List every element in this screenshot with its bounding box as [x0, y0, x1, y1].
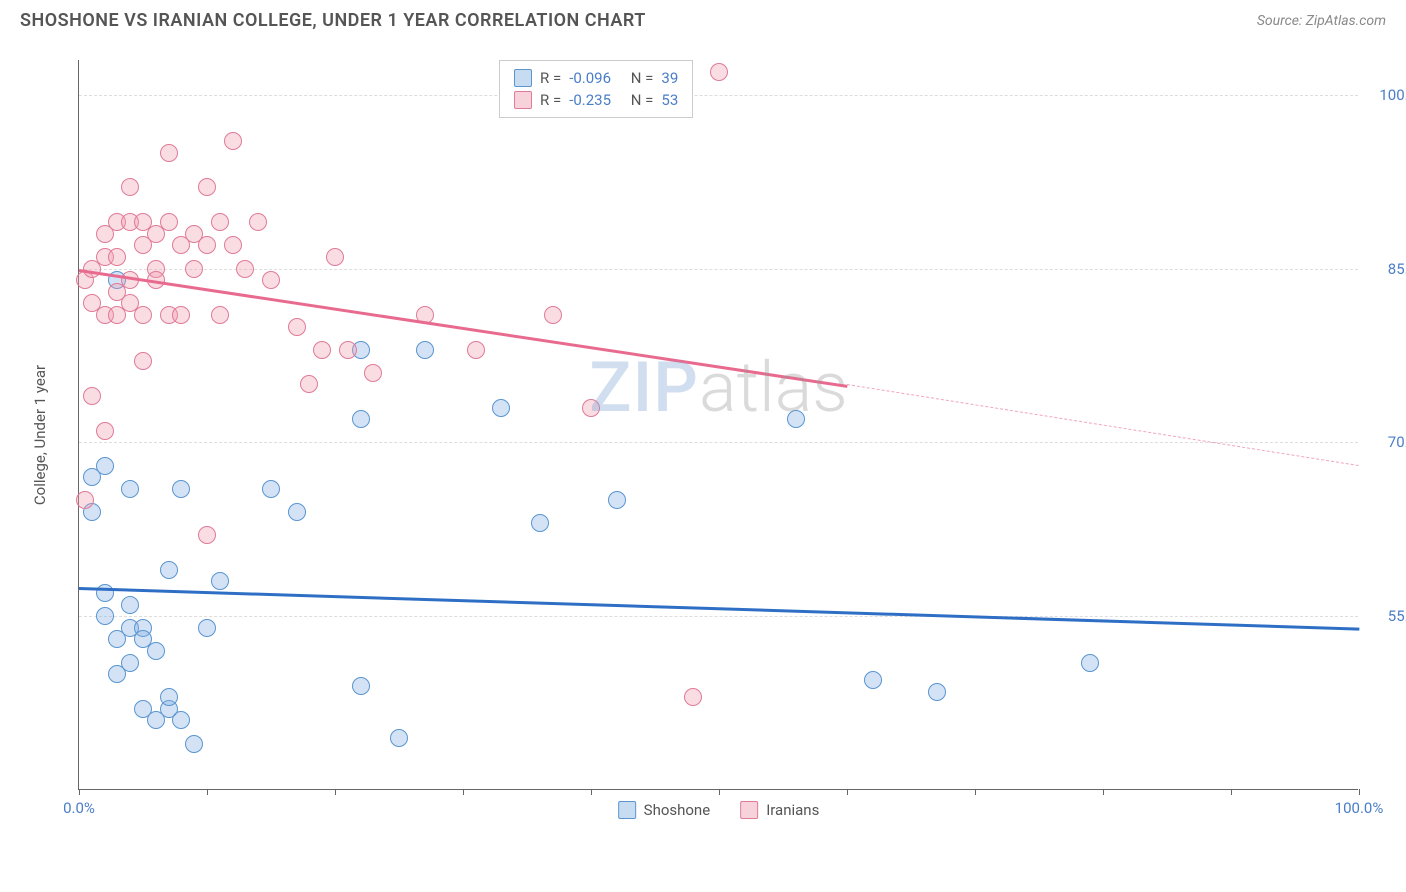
data-point-blue [416, 341, 434, 359]
data-point-pink [300, 375, 318, 393]
x-tick [207, 789, 208, 795]
gridline [79, 442, 1358, 443]
data-point-blue [1081, 654, 1099, 672]
data-point-pink [76, 491, 94, 509]
data-point-pink [185, 260, 203, 278]
data-point-pink [160, 213, 178, 231]
swatch-blue-icon [514, 69, 532, 87]
data-point-pink [211, 306, 229, 324]
y-tick-label: 70.0% [1368, 433, 1406, 451]
data-point-blue [288, 503, 306, 521]
x-tick [975, 789, 976, 795]
legend-row-iranians: R = -0.235 N = 53 [514, 89, 678, 111]
data-point-pink [108, 248, 126, 266]
source-attribution: Source: ZipAtlas.com [1257, 13, 1386, 29]
data-point-blue [96, 607, 114, 625]
data-point-pink [467, 341, 485, 359]
data-point-blue [160, 561, 178, 579]
data-point-pink [96, 422, 114, 440]
data-point-blue [352, 677, 370, 695]
data-point-pink [544, 306, 562, 324]
data-point-pink [134, 352, 152, 370]
data-point-blue [787, 410, 805, 428]
data-point-blue [262, 480, 280, 498]
data-point-pink [211, 213, 229, 231]
data-point-pink [684, 688, 702, 706]
data-point-pink [710, 63, 728, 81]
data-point-blue [121, 596, 139, 614]
data-point-pink [198, 178, 216, 196]
x-tick [79, 789, 80, 795]
data-point-blue [211, 572, 229, 590]
data-point-pink [339, 341, 357, 359]
x-tick [591, 789, 592, 795]
data-point-blue [531, 514, 549, 532]
data-point-pink [313, 341, 331, 359]
data-point-pink [262, 271, 280, 289]
swatch-blue-icon [618, 801, 636, 819]
data-point-blue [147, 642, 165, 660]
chart-header: SHOSHONE VS IRANIAN COLLEGE, UNDER 1 YEA… [0, 0, 1406, 39]
data-point-pink [582, 399, 600, 417]
data-point-blue [160, 688, 178, 706]
data-point-pink [198, 236, 216, 254]
data-point-pink [83, 387, 101, 405]
data-point-blue [121, 654, 139, 672]
swatch-pink-icon [740, 801, 758, 819]
data-point-pink [224, 236, 242, 254]
y-axis-label: College, Under 1 year [31, 365, 49, 505]
x-tick [847, 789, 848, 795]
chart-container: College, Under 1 year ZIPatlas R = -0.09… [48, 50, 1388, 820]
data-point-pink [172, 306, 190, 324]
data-point-blue [390, 729, 408, 747]
data-point-pink [326, 248, 344, 266]
data-point-blue [928, 683, 946, 701]
x-tick [1231, 789, 1232, 795]
legend-correlation-box: R = -0.096 N = 39 R = -0.235 N = 53 [499, 60, 693, 118]
legend-item-shoshone: Shoshone [618, 801, 711, 819]
watermark: ZIPatlas [589, 347, 848, 429]
data-point-blue [608, 491, 626, 509]
data-point-pink [198, 526, 216, 544]
data-point-blue [492, 399, 510, 417]
legend-row-shoshone: R = -0.096 N = 39 [514, 67, 678, 89]
x-tick-label: 100.0% [1335, 799, 1384, 817]
data-point-blue [198, 619, 216, 637]
data-point-blue [121, 480, 139, 498]
data-point-pink [236, 260, 254, 278]
trend-line [79, 587, 1359, 631]
gridline [79, 616, 1358, 617]
data-point-blue [96, 457, 114, 475]
x-tick [335, 789, 336, 795]
data-point-pink [249, 213, 267, 231]
y-tick-label: 85.0% [1368, 260, 1406, 278]
data-point-blue [864, 671, 882, 689]
legend-series: Shoshone Iranians [618, 801, 820, 819]
data-point-pink [224, 132, 242, 150]
gridline [79, 269, 1358, 270]
trend-line [79, 269, 847, 388]
data-point-pink [364, 364, 382, 382]
legend-item-iranians: Iranians [740, 801, 819, 819]
data-point-pink [288, 318, 306, 336]
data-point-pink [160, 144, 178, 162]
gridline [79, 95, 1358, 96]
data-point-blue [172, 711, 190, 729]
x-tick [463, 789, 464, 795]
x-tick [1359, 789, 1360, 795]
y-tick-label: 55.0% [1368, 607, 1406, 625]
data-point-pink [134, 306, 152, 324]
data-point-pink [121, 178, 139, 196]
data-point-blue [172, 480, 190, 498]
x-tick [1103, 789, 1104, 795]
data-point-blue [352, 410, 370, 428]
data-point-blue [185, 735, 203, 753]
plot-area: ZIPatlas R = -0.096 N = 39 R = -0.235 N … [78, 60, 1358, 790]
x-tick [719, 789, 720, 795]
trend-line [847, 384, 1359, 466]
x-tick-label: 0.0% [63, 799, 95, 817]
swatch-pink-icon [514, 91, 532, 109]
chart-title: SHOSHONE VS IRANIAN COLLEGE, UNDER 1 YEA… [20, 10, 646, 31]
y-tick-label: 100.0% [1368, 86, 1406, 104]
